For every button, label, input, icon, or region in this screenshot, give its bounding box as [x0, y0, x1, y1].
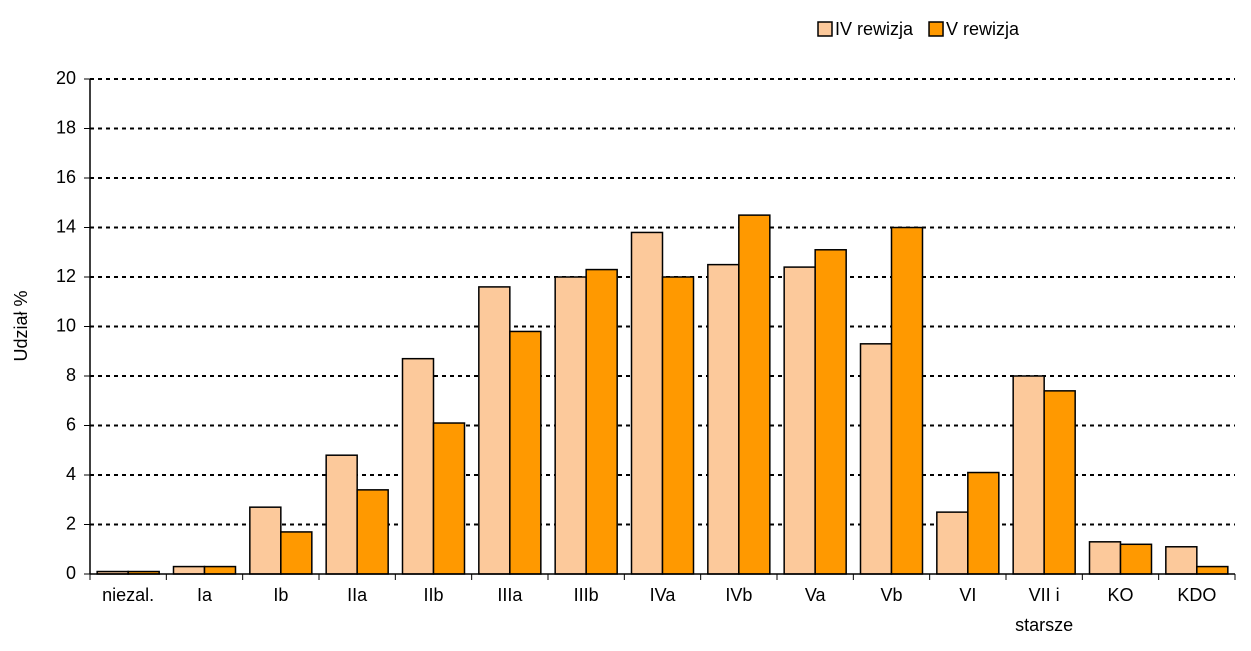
y-tick-label: 20 [56, 68, 76, 88]
bar [432, 422, 466, 575]
bar [1119, 543, 1153, 575]
y-tick-label: 8 [66, 365, 76, 385]
x-tick-label: VI [959, 585, 977, 605]
x-tick-label: Ib [273, 585, 289, 605]
x-tick-label: IIIb [573, 585, 599, 605]
bar [249, 506, 282, 575]
x-tick-label: Vb [880, 585, 903, 605]
x-tick-label: Va [804, 585, 826, 605]
legend-swatch [817, 21, 833, 37]
bar [401, 357, 435, 575]
bar [859, 343, 893, 575]
x-tick-label: IIb [423, 585, 444, 605]
y-tick-label: 2 [66, 513, 76, 533]
legend-label: IV rewizja [835, 19, 914, 39]
bar [1088, 541, 1122, 575]
legend-swatch [928, 21, 944, 37]
bar [630, 231, 664, 575]
bar [707, 263, 740, 575]
y-tick-label: 6 [66, 414, 76, 434]
x-tick-label: KO [1107, 585, 1134, 605]
bar [509, 330, 542, 575]
x-tick-label: IIIa [497, 585, 523, 605]
bar [738, 214, 771, 575]
bar [203, 565, 237, 575]
bar [967, 471, 1000, 575]
y-axis-label: Udział % [11, 290, 31, 361]
y-tick-label: 14 [56, 216, 76, 236]
bar [280, 531, 313, 575]
y-tick-label: 4 [66, 464, 76, 484]
bar [325, 454, 358, 575]
bar [1043, 390, 1076, 575]
bar [1196, 565, 1229, 575]
bar [554, 276, 587, 575]
bar [1012, 375, 1045, 575]
bar [661, 276, 695, 575]
bar [814, 249, 847, 575]
x-tick-label: IIa [347, 585, 368, 605]
y-tick-label: 10 [56, 315, 76, 335]
bar [585, 268, 618, 575]
x-tick-label: KDO [1177, 585, 1217, 605]
bar [783, 266, 816, 575]
bar [356, 489, 389, 575]
x-tick-label: IVb [725, 585, 753, 605]
x-tick-label: IVa [649, 585, 676, 605]
x-tick-label: VII i starsze [1015, 585, 1074, 635]
x-tick-label: Ia [196, 585, 212, 605]
y-tick-label: 16 [56, 167, 76, 187]
x-tick-label: niezal. [102, 585, 155, 605]
bar [890, 226, 924, 575]
y-tick-label: 18 [56, 117, 76, 137]
bar [172, 565, 206, 575]
y-tick-label: 0 [66, 563, 76, 583]
bar [936, 511, 969, 575]
bar [1165, 546, 1198, 575]
bar [478, 286, 511, 575]
legend-label: V rewizja [946, 19, 1020, 39]
y-tick-label: 12 [56, 266, 76, 286]
